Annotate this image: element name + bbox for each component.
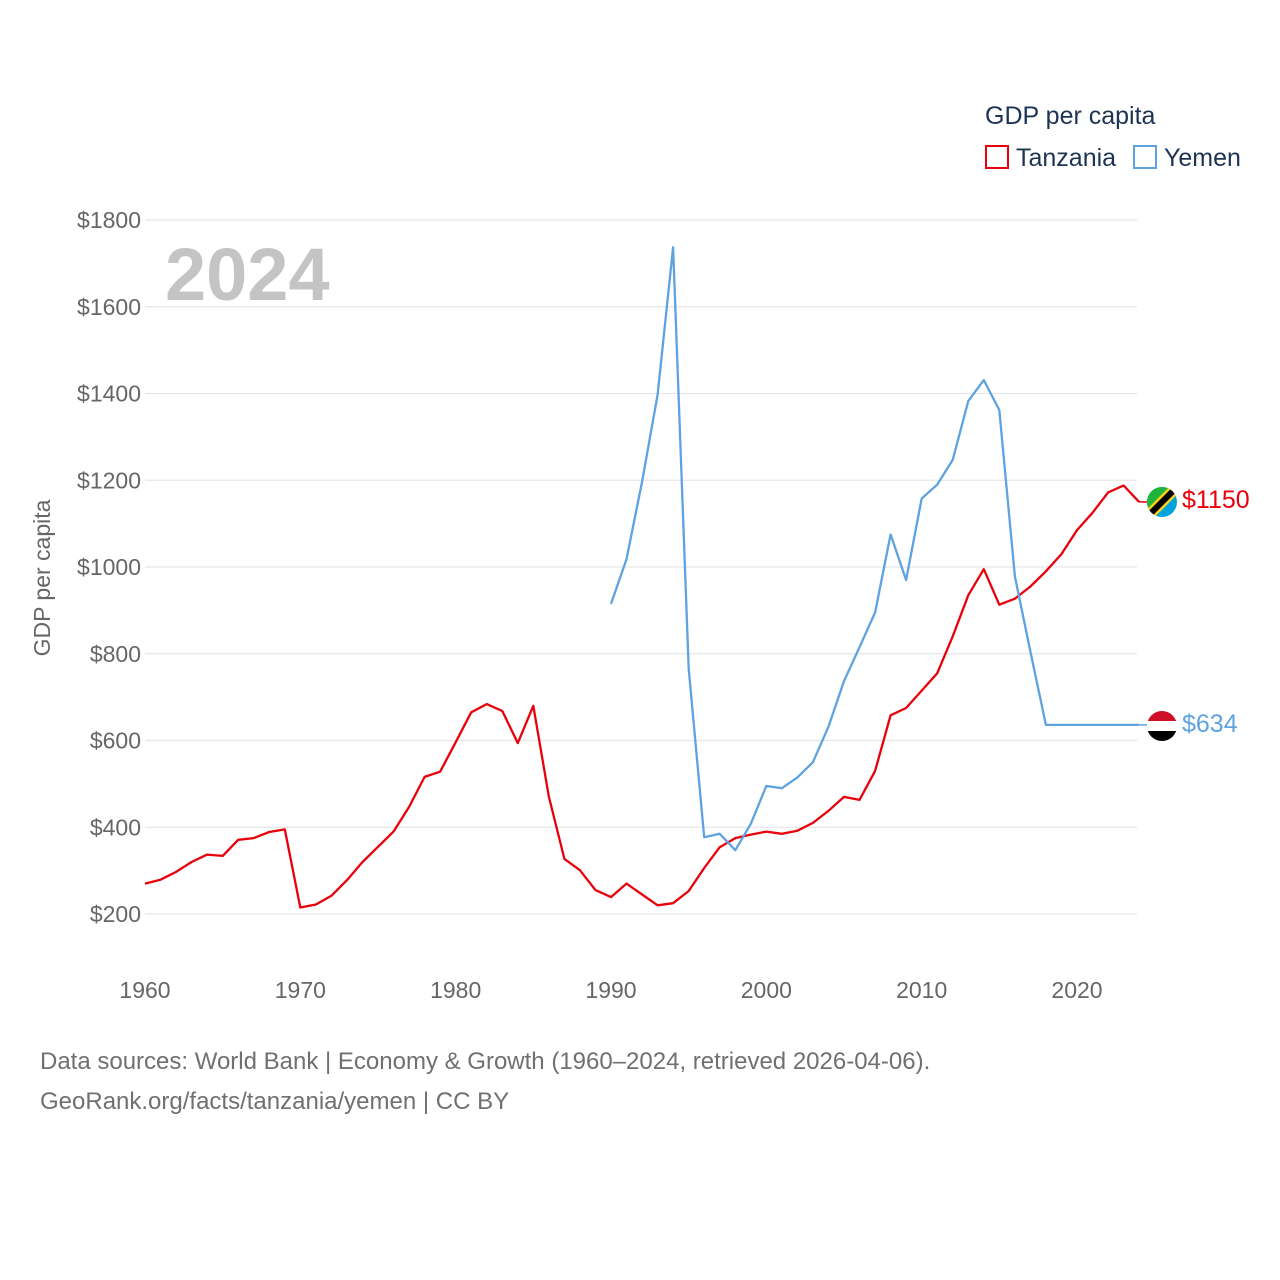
x-tick-2010: 2010 [896,977,947,1003]
tanzania-end-value: $1150 [1182,486,1250,514]
x-axis-ticks: 1960 1970 1980 1990 2000 2010 2020 [119,977,1102,1003]
y-tick-1800: $1800 [77,207,141,233]
series-line-yemen [609,246,1140,852]
legend-label-yemen: Yemen [1164,144,1241,172]
x-tick-2000: 2000 [741,977,792,1003]
source-line-1: Data sources: World Bank | Economy & Gro… [40,1048,931,1075]
tanzania-flag-icon [1147,487,1177,517]
legend-swatch-tanzania [985,145,1009,169]
legend-label-tanzania: Tanzania [1016,144,1116,172]
x-tick-2020: 2020 [1051,977,1102,1003]
y-tick-400: $400 [90,814,141,840]
y-axis-ticks: $200 $400 $600 $800 $1000 $1200 $1400 $1600 $180… [77,207,141,927]
y-tick-1200: $1200 [77,467,141,493]
legend-item-tanzania[interactable]: Tanzania [985,144,1116,172]
legend: GDP per capita Tanzania Yemen [985,102,1241,172]
y-tick-1000: $1000 [77,554,141,580]
yemen-flag-icon [1147,711,1177,741]
source-line-2: GeoRank.org/facts/tanzania/yemen | CC BY [40,1088,510,1115]
y-axis-label: GDP per capita [29,499,55,656]
year-label: 2024 [165,233,330,316]
x-tick-1960: 1960 [119,977,170,1003]
yemen-end-value: $634 [1182,710,1238,738]
series-lines [144,246,1147,909]
legend-item-yemen[interactable]: Yemen [1133,144,1241,172]
source-footer: Data sources: World Bank | Economy & Gro… [40,1042,930,1122]
y-tick-1400: $1400 [77,381,141,407]
grid-lines [145,219,1137,915]
legend-swatch-yemen [1133,145,1157,169]
x-tick-1990: 1990 [585,977,636,1003]
y-tick-1600: $1600 [77,294,141,320]
gdp-line-chart: $200 $400 $600 $800 $1000 $1200 $1400 $1600 $180… [29,102,1250,1003]
y-tick-600: $600 [90,728,141,754]
y-tick-800: $800 [90,641,141,667]
series-line-tanzania [144,484,1140,909]
y-tick-200: $200 [90,901,141,927]
legend-title: GDP per capita [985,102,1156,130]
x-tick-1980: 1980 [430,977,481,1003]
x-tick-1970: 1970 [275,977,326,1003]
